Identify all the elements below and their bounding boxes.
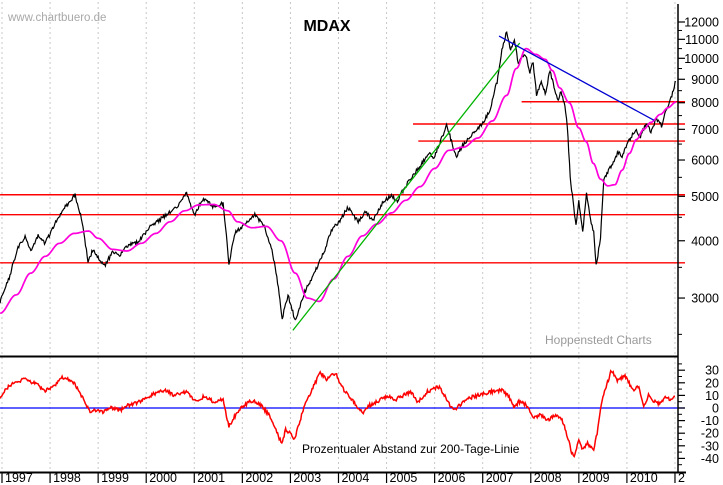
y-tick-label: 9000 — [691, 73, 719, 87]
downtrend-2007-2010 — [498, 35, 655, 121]
distance-line — [0, 369, 675, 459]
osc-tick-label: 30 — [705, 364, 719, 378]
year-label: 2002 — [245, 471, 273, 485]
osc-tick-label: -30 — [701, 439, 719, 453]
year-label: 1998 — [53, 471, 81, 485]
year-label: 2000 — [149, 471, 177, 485]
osc-tick-label: 10 — [705, 389, 719, 403]
y-tick-label: 3000 — [691, 292, 719, 306]
year-label: 2 — [678, 471, 685, 485]
y-tick-label: 7000 — [691, 123, 719, 137]
year-label: 2006 — [438, 471, 466, 485]
y-tick-label: 6000 — [691, 154, 719, 168]
year-label: 2004 — [341, 471, 369, 485]
year-label: 1999 — [101, 471, 129, 485]
year-label: 2005 — [390, 471, 418, 485]
osc-tick-label: -40 — [701, 452, 719, 466]
y-tick-label: 5000 — [691, 190, 719, 204]
uptrend-2003-2007 — [292, 42, 521, 331]
y-tick-label: 12000 — [684, 16, 719, 30]
osc-tick-label: 0 — [712, 402, 719, 416]
watermark-text: www.chartbuero.de — [7, 12, 106, 24]
osc-tick-label: 20 — [705, 376, 719, 390]
y-tick-label: 4000 — [691, 234, 719, 248]
year-label: 2003 — [293, 471, 321, 485]
year-label: 2009 — [582, 471, 610, 485]
y-tick-label: 8000 — [691, 96, 719, 110]
brand-text: Hoppenstedt Charts — [545, 333, 652, 347]
y-tick-label: 10000 — [684, 52, 719, 66]
page-title: MDAX — [303, 18, 350, 35]
lower-panel-label: Prozentualer Abstand zur 200-Tage-Linie — [302, 442, 520, 456]
osc-tick-label: -20 — [701, 427, 719, 441]
year-label: 2008 — [534, 471, 562, 485]
y-tick-label: 11000 — [685, 33, 719, 47]
year-label: 2001 — [197, 471, 225, 485]
osc-tick-label: -10 — [701, 414, 719, 428]
mdax-price-line — [0, 31, 676, 321]
year-label: 2010 — [630, 471, 658, 485]
year-label: 1997 — [5, 471, 33, 485]
year-label: 2007 — [486, 471, 514, 485]
